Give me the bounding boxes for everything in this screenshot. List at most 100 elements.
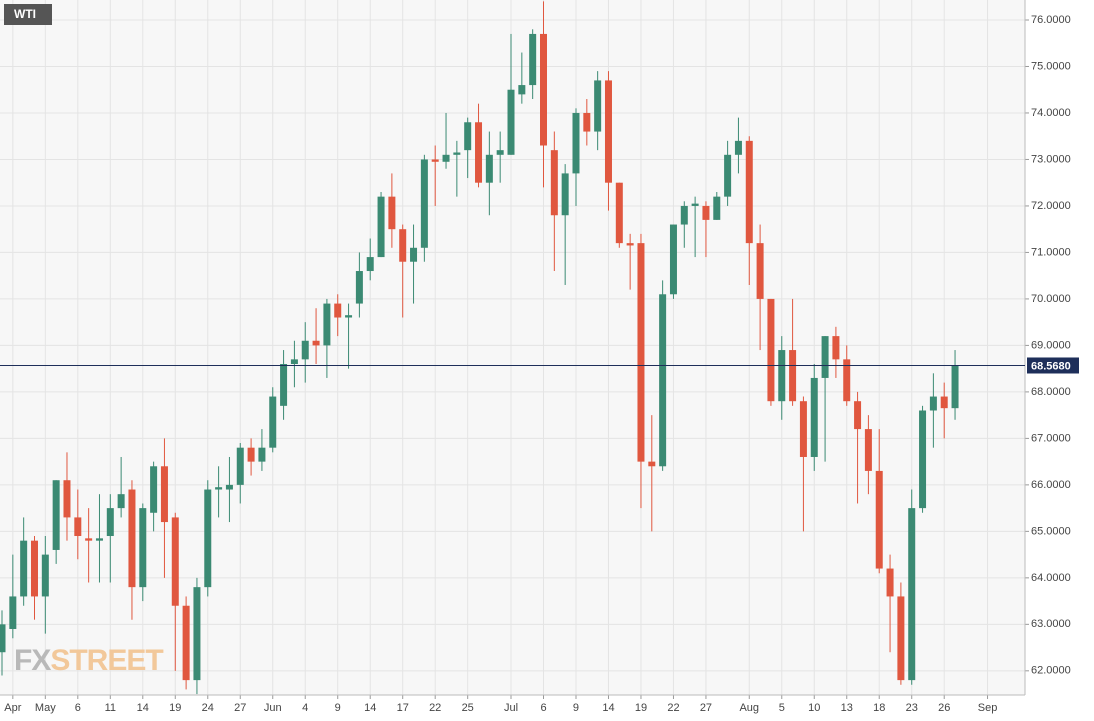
candle-body [204,489,212,588]
candle-body [377,196,385,258]
candle-body [540,33,547,146]
candle-body [929,396,937,411]
candle-body [139,508,147,588]
x-tick-label: 18 [873,702,885,714]
y-tick-label: 62.0000 [1031,665,1071,677]
candle-body [550,150,558,216]
candle-body [919,410,927,509]
x-tick-label: Jun [264,702,282,714]
candle-body [323,303,331,346]
candle-body [453,152,461,155]
x-tick-label: 23 [906,702,918,714]
x-tick-label: 19 [169,702,181,714]
y-tick-label: 76.0000 [1031,14,1071,26]
candle-body [713,196,721,220]
candle-body [745,140,753,244]
candle-body [312,340,320,346]
y-tick-label: 69.0000 [1031,339,1071,351]
candle-body [810,377,818,457]
candle-body [236,447,244,485]
candle-body [669,224,677,295]
x-tick-label: 27 [234,702,246,714]
candle-body [269,396,277,448]
y-tick-label: 70.0000 [1031,293,1071,305]
y-tick-label: 63.0000 [1031,618,1071,630]
candle-body [258,447,266,462]
last-price-box [1027,357,1079,374]
candle-body [507,89,515,155]
x-tick-label: 22 [667,702,679,714]
candle-body [399,229,407,262]
candle-body [518,85,526,95]
candle-body [496,150,504,155]
x-tick-label: 14 [602,702,614,714]
candle-body [908,508,916,681]
candle-body [583,112,591,132]
candle-body [63,480,71,518]
candle-body [854,401,862,430]
candle-body [160,466,168,523]
y-tick-label: 72.0000 [1031,200,1071,212]
candle-body [799,401,807,457]
candle-body [594,80,602,132]
candle-body [20,540,28,597]
candle-body [789,350,797,402]
x-tick-label: Jul [504,702,518,714]
title-box [4,4,52,25]
y-tick-label: 66.0000 [1031,479,1071,491]
candle-body [778,350,786,402]
candle-body [85,538,93,541]
x-tick-label: 9 [573,702,579,714]
y-tick-label: 64.0000 [1031,572,1071,584]
x-tick-label: 4 [302,702,308,714]
x-tick-label: 6 [75,702,81,714]
candle-body [0,624,6,653]
candle-body [355,271,363,304]
candle-body [41,554,49,597]
candle-body [756,243,764,299]
candle-body [529,33,537,86]
candle-body [345,315,353,318]
x-tick-label: 27 [700,702,712,714]
candle-body [615,182,623,244]
y-tick-label: 75.0000 [1031,60,1071,72]
candle-body [561,173,569,216]
candle-body [9,596,17,629]
y-tick-label: 71.0000 [1031,246,1071,258]
y-tick-label: 74.0000 [1031,107,1071,119]
chart-title: WTI [14,7,36,21]
candle-body [420,159,428,248]
watermark-street: STREET [50,644,163,677]
candle-body [301,340,309,360]
candle-body [95,538,103,541]
candle-body [604,80,612,183]
x-tick-label: 13 [841,702,853,714]
x-tick-label: 10 [808,702,820,714]
candle-body [410,247,418,262]
candle-body [74,517,82,537]
x-tick-label: May [35,702,56,714]
candle-body [388,196,396,230]
x-tick-label: Apr [4,702,21,714]
candle-body [366,257,374,272]
candle-body [431,159,439,162]
candle-body [30,540,38,597]
candle-body [442,154,450,162]
x-tick-label: 5 [779,702,785,714]
x-tick-label: 26 [938,702,950,714]
candle-body [637,243,645,462]
candle-body [150,466,158,513]
candle-body [767,298,775,402]
x-tick-label: Aug [739,702,759,714]
candle-body [832,336,840,360]
candle-body [843,359,851,402]
watermark-fx: FX [14,644,51,677]
candle-body [290,359,298,365]
x-tick-label: 9 [335,702,341,714]
candle-body [572,112,580,174]
candle-body [475,122,483,183]
candle-body [280,364,288,406]
candle-body [951,365,959,409]
candle-body [334,303,342,318]
